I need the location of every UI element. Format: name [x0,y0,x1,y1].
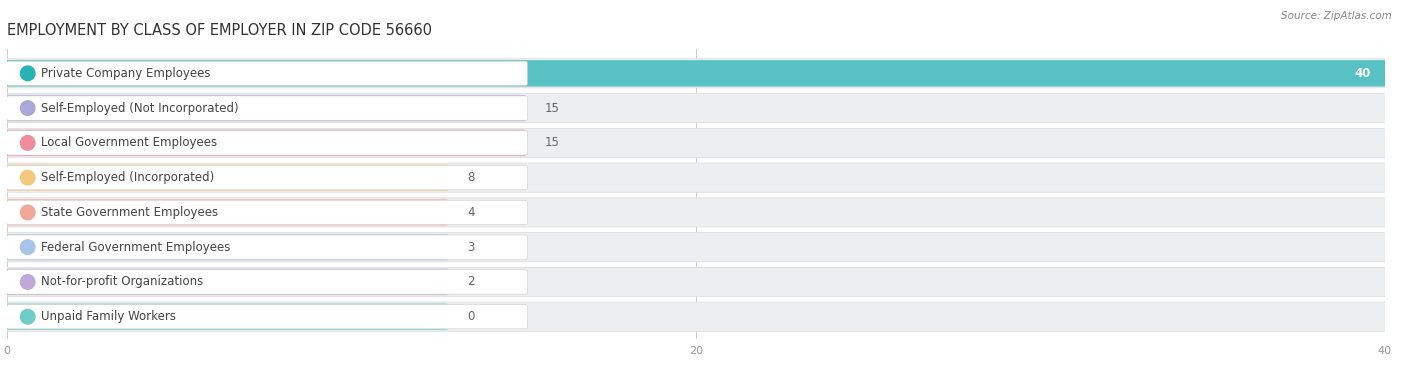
FancyBboxPatch shape [7,96,527,120]
FancyBboxPatch shape [4,59,1388,88]
FancyBboxPatch shape [4,267,1388,297]
FancyBboxPatch shape [4,164,449,191]
FancyBboxPatch shape [7,235,527,259]
Text: 40: 40 [1355,67,1371,80]
Circle shape [21,310,35,324]
FancyBboxPatch shape [4,130,526,156]
Text: Federal Government Employees: Federal Government Employees [41,241,231,254]
Text: Private Company Employees: Private Company Employees [41,67,211,80]
Text: State Government Employees: State Government Employees [41,206,218,219]
Text: Not-for-profit Organizations: Not-for-profit Organizations [41,276,202,288]
FancyBboxPatch shape [4,198,1388,227]
FancyBboxPatch shape [4,60,1388,87]
Text: 0: 0 [467,310,474,323]
FancyBboxPatch shape [4,128,1388,158]
FancyBboxPatch shape [7,131,527,155]
Circle shape [21,205,35,220]
Text: EMPLOYMENT BY CLASS OF EMPLOYER IN ZIP CODE 56660: EMPLOYMENT BY CLASS OF EMPLOYER IN ZIP C… [7,23,432,38]
Text: Self-Employed (Not Incorporated): Self-Employed (Not Incorporated) [41,102,239,115]
Circle shape [21,240,35,254]
Text: 15: 15 [544,136,560,149]
Text: 8: 8 [467,171,474,184]
FancyBboxPatch shape [4,95,526,121]
FancyBboxPatch shape [4,93,1388,123]
FancyBboxPatch shape [7,270,527,294]
Text: Local Government Employees: Local Government Employees [41,136,217,149]
FancyBboxPatch shape [4,234,449,261]
Circle shape [21,274,35,289]
Text: 3: 3 [467,241,474,254]
Text: Source: ZipAtlas.com: Source: ZipAtlas.com [1281,11,1392,21]
FancyBboxPatch shape [7,166,527,190]
FancyBboxPatch shape [4,233,1388,262]
FancyBboxPatch shape [4,302,1388,331]
Text: Self-Employed (Incorporated): Self-Employed (Incorporated) [41,171,214,184]
FancyBboxPatch shape [4,269,449,295]
Circle shape [21,66,35,81]
Text: 2: 2 [467,276,474,288]
Text: 15: 15 [544,102,560,115]
FancyBboxPatch shape [4,163,1388,192]
Circle shape [21,101,35,115]
FancyBboxPatch shape [4,303,449,330]
FancyBboxPatch shape [7,61,527,86]
FancyBboxPatch shape [7,200,527,225]
Circle shape [21,136,35,150]
FancyBboxPatch shape [4,199,449,225]
Circle shape [21,170,35,185]
FancyBboxPatch shape [7,305,527,329]
Text: Unpaid Family Workers: Unpaid Family Workers [41,310,176,323]
Text: 4: 4 [467,206,474,219]
